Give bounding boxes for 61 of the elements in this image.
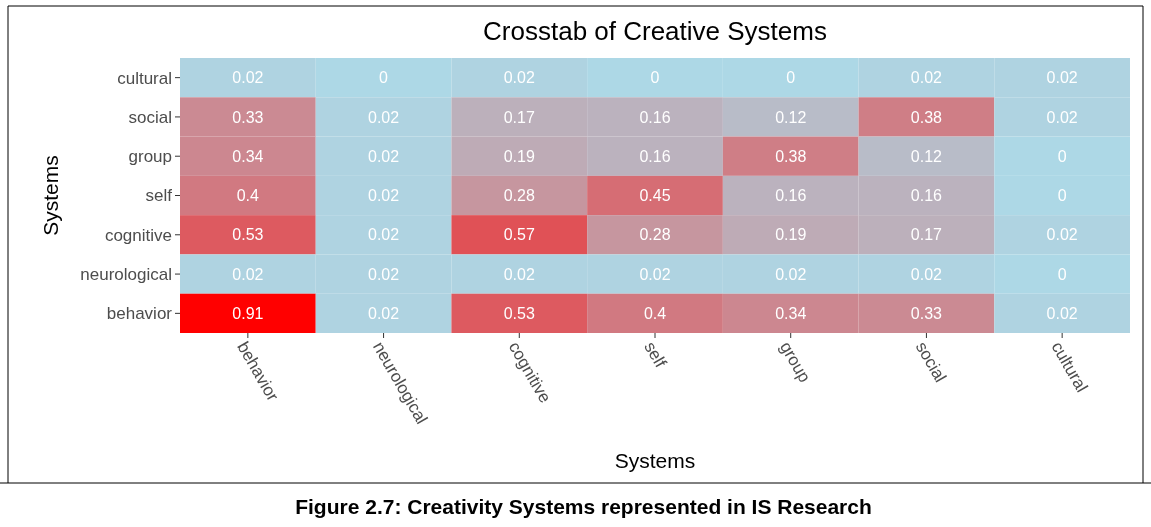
data-label: 0.16	[639, 147, 671, 165]
y-tick-label: behavior	[106, 304, 173, 324]
caption: Figure 2.7: Creativity Systems represented in IS Research	[295, 495, 872, 518]
data-label: 0.4	[236, 187, 260, 205]
y-tick-label: neurological	[80, 265, 172, 285]
data-label: 0.53	[232, 226, 264, 244]
y-axis-title: Systems	[39, 155, 62, 236]
data-label: 0.33	[910, 304, 943, 322]
data-label: 0	[650, 69, 660, 87]
data-label: 0.17	[910, 226, 943, 244]
data-label: 0.02	[232, 69, 264, 87]
data-label: 0.19	[503, 147, 535, 165]
data-label: 0.91	[232, 304, 264, 322]
y-tick-label: cognitive	[104, 225, 172, 245]
data-label: 0	[1057, 147, 1067, 165]
data-label: 0.02	[368, 187, 400, 205]
data-label: 0.02	[775, 265, 807, 283]
data-label: 0.45	[639, 187, 671, 205]
data-label: 0.02	[368, 265, 400, 283]
data-label: 0.02	[368, 147, 400, 165]
data-label: 0.02	[368, 304, 400, 322]
data-label: 0.16	[775, 187, 807, 205]
data-label: 0.02	[1046, 69, 1078, 87]
data-label: 0	[786, 69, 796, 87]
y-tick-label: cultural	[117, 68, 172, 88]
y-tick-label: social	[128, 107, 172, 127]
y-tick-label: self	[145, 186, 173, 206]
data-label: 0.28	[503, 187, 535, 205]
data-label: 0.12	[775, 108, 807, 126]
data-label: 0.16	[639, 108, 671, 126]
data-label: 0.02	[1046, 108, 1078, 126]
x-tick-label: self	[640, 338, 671, 372]
data-label: 0.02	[910, 69, 943, 87]
data-label: 0.34	[775, 304, 807, 322]
data-label: 0	[1057, 265, 1067, 283]
data-label: 0.02	[503, 265, 535, 283]
data-label: 0.38	[775, 147, 807, 165]
data-label: 0.02	[232, 265, 264, 283]
data-label: 0.17	[503, 108, 535, 126]
data-label: 0.34	[232, 147, 264, 165]
data-label: 0.33	[232, 108, 264, 126]
data-label: 0.02	[1046, 304, 1078, 322]
chart-title: Crosstab of Creative Systems	[483, 16, 827, 46]
data-label: 0.53	[503, 304, 535, 322]
data-label: 0.02	[1046, 226, 1078, 244]
data-label: 0	[1057, 187, 1067, 205]
data-label: 0.12	[910, 147, 943, 165]
data-label: 0.02	[503, 69, 535, 87]
data-label: 0.02	[639, 265, 671, 283]
data-label: 0.38	[910, 108, 943, 126]
data-label: 0.19	[775, 226, 807, 244]
x-axis-title: Systems	[614, 449, 696, 472]
data-label: 0.28	[639, 226, 671, 244]
y-tick-label: group	[128, 147, 172, 167]
data-label: 0.02	[910, 265, 943, 283]
data-label: 0.4	[643, 304, 667, 322]
data-label: 0.16	[910, 187, 943, 205]
data-label: 0.57	[503, 226, 535, 244]
data-label: 0.02	[368, 226, 400, 244]
data-label: 0	[379, 69, 389, 87]
data-label: 0.02	[368, 108, 400, 126]
